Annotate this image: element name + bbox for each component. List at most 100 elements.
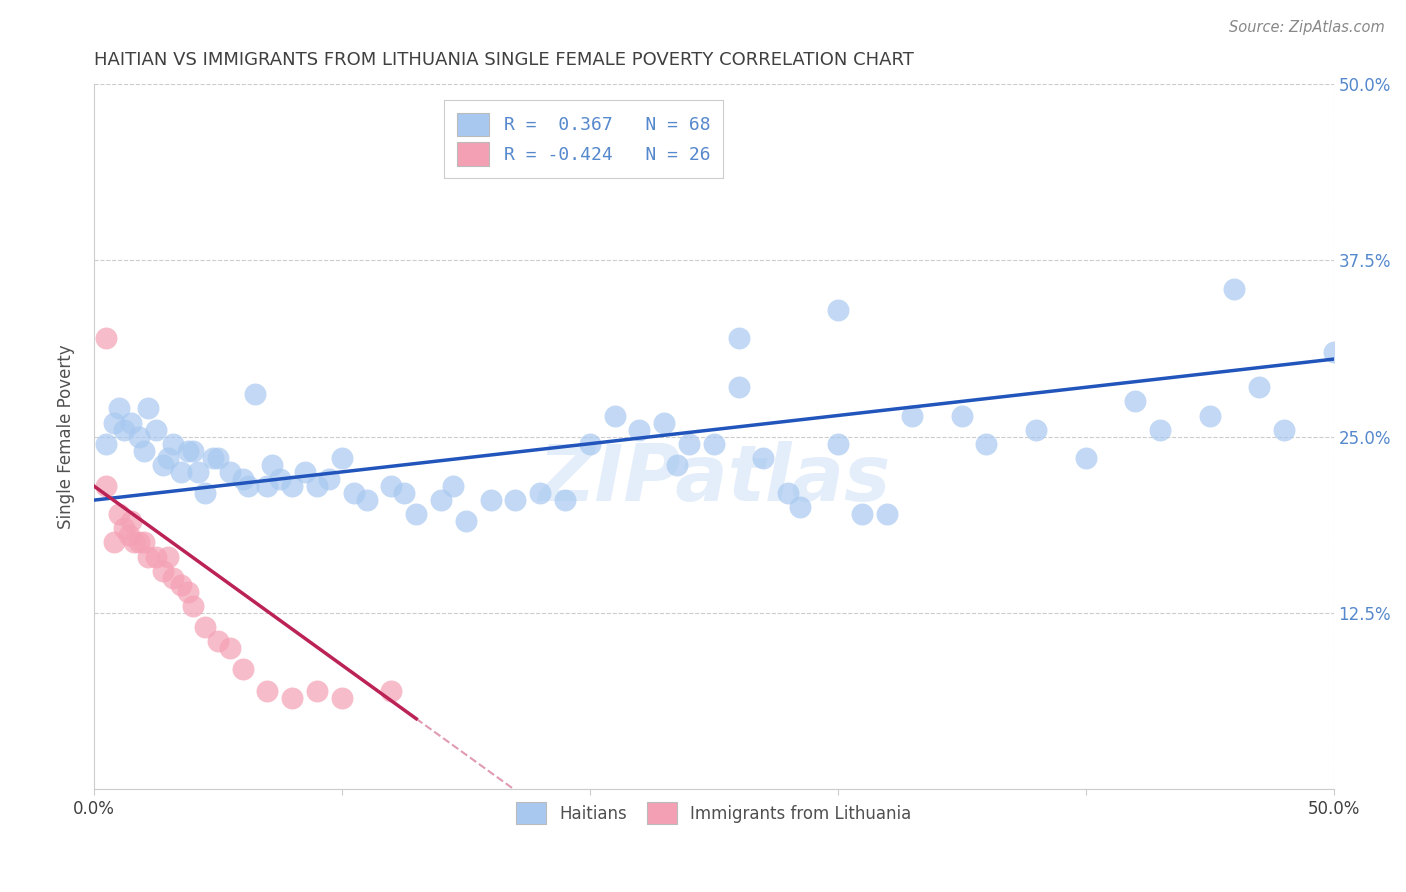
Point <box>901 409 924 423</box>
Point <box>207 634 229 648</box>
Point <box>157 450 180 465</box>
Point <box>703 436 725 450</box>
Point <box>256 683 278 698</box>
Point <box>256 479 278 493</box>
Point <box>789 500 811 515</box>
Point <box>187 465 209 479</box>
Point <box>120 416 142 430</box>
Point <box>950 409 973 423</box>
Point <box>778 486 800 500</box>
Point <box>1074 450 1097 465</box>
Point <box>405 507 427 521</box>
Point <box>103 535 125 549</box>
Point <box>236 479 259 493</box>
Point <box>232 472 254 486</box>
Point <box>1198 409 1220 423</box>
Point <box>727 331 749 345</box>
Point <box>201 450 224 465</box>
Point <box>157 549 180 564</box>
Point <box>356 493 378 508</box>
Point <box>1223 282 1246 296</box>
Point <box>219 465 242 479</box>
Point <box>177 443 200 458</box>
Point <box>1025 423 1047 437</box>
Point <box>120 514 142 528</box>
Point <box>851 507 873 521</box>
Point <box>380 683 402 698</box>
Legend: Haitians, Immigrants from Lithuania: Haitians, Immigrants from Lithuania <box>506 792 921 834</box>
Point <box>318 472 340 486</box>
Point <box>380 479 402 493</box>
Point <box>170 465 193 479</box>
Point <box>162 436 184 450</box>
Point <box>96 479 118 493</box>
Point <box>554 493 576 508</box>
Point <box>112 521 135 535</box>
Point <box>128 535 150 549</box>
Point <box>170 578 193 592</box>
Point <box>827 302 849 317</box>
Point <box>243 387 266 401</box>
Point <box>107 507 129 521</box>
Text: ZIPatlas: ZIPatlas <box>537 441 890 517</box>
Point <box>132 535 155 549</box>
Point <box>281 479 304 493</box>
Point <box>117 528 139 542</box>
Point <box>181 443 204 458</box>
Point <box>578 436 600 450</box>
Point <box>103 416 125 430</box>
Point <box>505 493 527 508</box>
Point <box>1149 423 1171 437</box>
Point <box>1322 345 1344 359</box>
Point <box>138 401 160 416</box>
Point <box>219 641 242 656</box>
Point <box>330 690 353 705</box>
Point <box>307 683 329 698</box>
Point <box>727 380 749 394</box>
Point <box>479 493 502 508</box>
Point <box>207 450 229 465</box>
Point <box>752 450 775 465</box>
Y-axis label: Single Female Poverty: Single Female Poverty <box>58 344 75 529</box>
Point <box>628 423 651 437</box>
Point <box>177 584 200 599</box>
Point <box>96 331 118 345</box>
Point <box>976 436 998 450</box>
Point <box>107 401 129 416</box>
Point <box>281 690 304 705</box>
Point <box>262 458 284 472</box>
Point <box>343 486 366 500</box>
Point <box>232 662 254 676</box>
Point <box>392 486 415 500</box>
Point <box>194 486 217 500</box>
Point <box>128 430 150 444</box>
Point <box>96 436 118 450</box>
Point <box>603 409 626 423</box>
Point <box>430 493 453 508</box>
Point <box>665 458 688 472</box>
Point <box>152 458 174 472</box>
Point <box>138 549 160 564</box>
Point <box>1272 423 1295 437</box>
Point <box>294 465 316 479</box>
Point <box>145 549 167 564</box>
Point <box>1249 380 1271 394</box>
Point <box>441 479 464 493</box>
Point <box>1123 394 1146 409</box>
Point <box>876 507 898 521</box>
Point <box>112 423 135 437</box>
Text: HAITIAN VS IMMIGRANTS FROM LITHUANIA SINGLE FEMALE POVERTY CORRELATION CHART: HAITIAN VS IMMIGRANTS FROM LITHUANIA SIN… <box>94 51 914 69</box>
Point <box>132 443 155 458</box>
Point <box>454 514 477 528</box>
Point <box>652 416 675 430</box>
Point <box>194 620 217 634</box>
Point <box>152 564 174 578</box>
Point <box>145 423 167 437</box>
Text: Source: ZipAtlas.com: Source: ZipAtlas.com <box>1229 20 1385 35</box>
Point <box>162 571 184 585</box>
Point <box>269 472 291 486</box>
Point <box>181 599 204 613</box>
Point <box>827 436 849 450</box>
Point <box>122 535 145 549</box>
Point <box>330 450 353 465</box>
